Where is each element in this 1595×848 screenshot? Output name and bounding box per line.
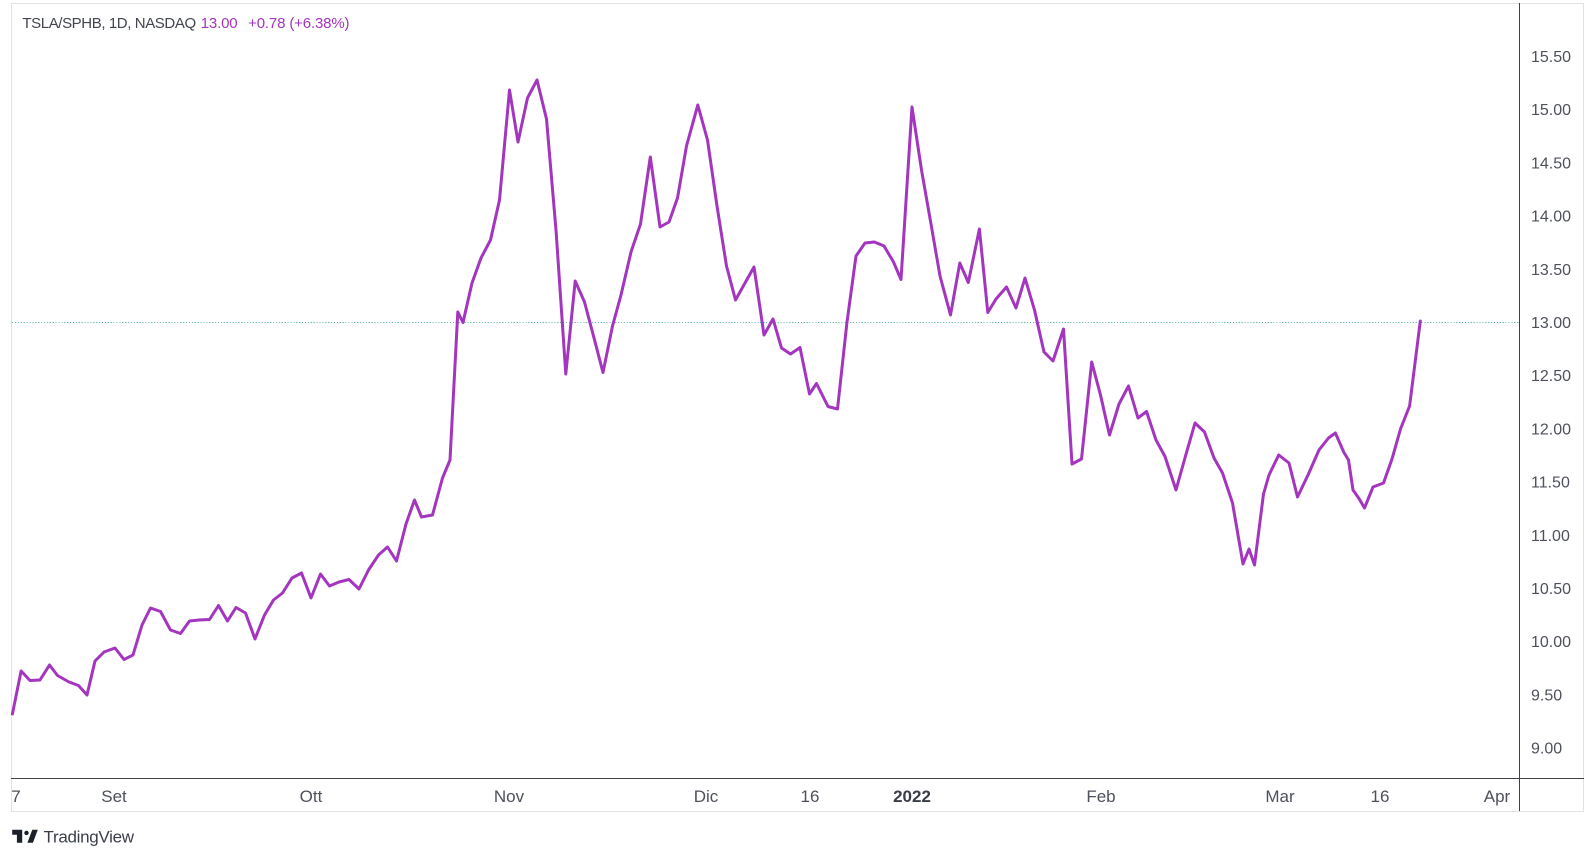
svg-text:Ott: Ott [300, 787, 323, 806]
svg-text:Set: Set [101, 787, 127, 806]
svg-text:Feb: Feb [1086, 787, 1115, 806]
svg-text:16: 16 [1371, 787, 1390, 806]
svg-text:TradingView: TradingView [44, 828, 135, 847]
svg-text:11.50: 11.50 [1531, 475, 1570, 492]
svg-text:2022: 2022 [893, 787, 931, 806]
svg-text:13.50: 13.50 [1531, 262, 1571, 279]
svg-text:12.00: 12.00 [1531, 421, 1571, 438]
svg-text:Nov: Nov [494, 787, 525, 806]
svg-text:11.00: 11.00 [1531, 528, 1570, 545]
svg-text:9.00: 9.00 [1531, 741, 1562, 758]
svg-text:Apr: Apr [1484, 787, 1511, 806]
svg-text:15.50: 15.50 [1531, 49, 1571, 66]
svg-text:7: 7 [11, 787, 20, 806]
svg-text:+0.78 (+6.38%): +0.78 (+6.38%) [248, 15, 349, 32]
svg-text:Dic: Dic [694, 787, 719, 806]
svg-text:Mar: Mar [1265, 787, 1295, 806]
svg-text:15.00: 15.00 [1531, 102, 1571, 119]
svg-text:9.50: 9.50 [1531, 687, 1562, 704]
svg-text:10.00: 10.00 [1531, 634, 1571, 651]
svg-text:12.50: 12.50 [1531, 368, 1571, 385]
svg-text:10.50: 10.50 [1531, 581, 1571, 598]
svg-text:14.00: 14.00 [1531, 209, 1571, 226]
svg-text:13.00: 13.00 [201, 15, 238, 32]
svg-text:TSLA/SPHB, 1D, NASDAQ: TSLA/SPHB, 1D, NASDAQ [22, 15, 195, 32]
svg-text:13.00: 13.00 [1531, 315, 1571, 332]
svg-text:14.50: 14.50 [1531, 155, 1571, 172]
svg-text:16: 16 [801, 787, 820, 806]
